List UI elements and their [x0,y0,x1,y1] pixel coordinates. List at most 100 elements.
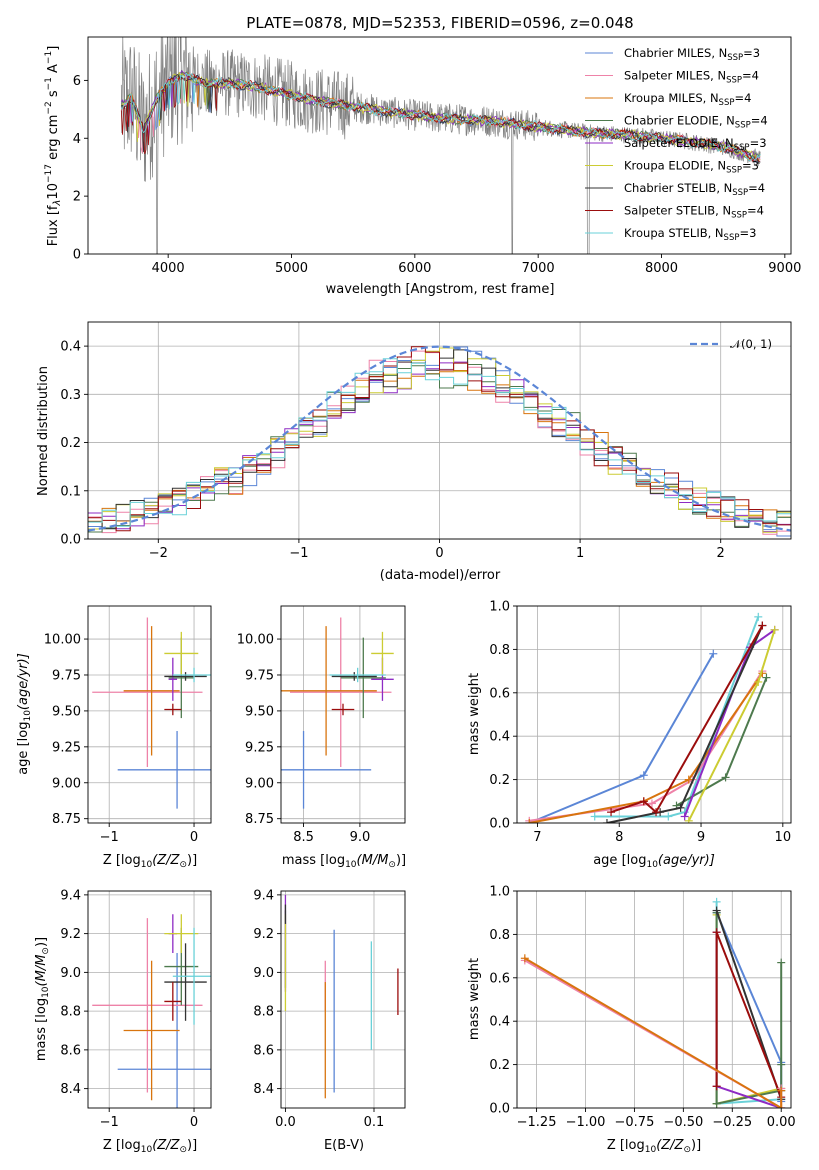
errorbar-chabrier-miles [117,731,211,809]
weight-marker-chabrier-stelib [712,906,721,915]
axes-frame [87,890,212,1109]
axes-frame [87,605,212,824]
y-tick-label: 6 [73,74,81,89]
weight-marker-chabrier-miles [639,771,648,780]
x-tick-label: −0.50 [663,1115,703,1130]
gauss-curve [88,345,791,532]
x-tick-label: 5000 [275,261,308,276]
x-tick-label: −1 [100,1115,119,1130]
x-tick-label: 7000 [522,261,555,276]
x-tick-label: 9 [697,830,705,845]
weight-marker-chabrier-elodie [721,773,730,782]
y-tick-label: 8.4 [253,1082,274,1097]
mass-vs-z-panel: −1 0 8.4 8.6 8.8 9.0 9.2 9.4 [60,888,212,1130]
weight-line-salpeter-stelib [715,931,783,1098]
weight-line-kroupa-miles [529,672,764,823]
y-tick-label: 0.3 [60,388,81,403]
legend-label-chabrier-elodie: Chabrier ELODIE, NSSP=4 [624,114,768,131]
x-tick-label: 6000 [398,261,431,276]
x-tick-label: 9.0 [350,830,371,845]
weight-marker-kroupa-miles [777,1104,786,1108]
weight-vs-age-panel: 7 8 9 10 0.0 0.2 0.4 0.6 0.8 1.0 [489,600,792,845]
x-tick-label: −0.25 [712,1115,752,1130]
errorbar-kroupa-elodie [164,914,199,953]
y-tick-label: 8.6 [60,1043,81,1058]
errorbar-salpeter-stelib [331,703,355,716]
weight-marker-kroupa-elodie [754,677,763,686]
x-tick-label: 8 [615,830,623,845]
errorbar-kroupa-miles [123,960,180,1101]
age-vs-mass-panel: 8.5 9.0 8.75 9.00 9.25 9.50 9.75 10.00 [237,605,406,845]
y-tick-label: 0.4 [489,730,510,745]
x-tick-label: 0 [190,1115,198,1130]
errorbar-salpeter-miles [290,617,392,767]
plot-area [120,37,761,254]
plot-area [520,897,786,1108]
y-tick-label: 0.0 [489,1102,510,1117]
x-tick-label: 8000 [645,261,678,276]
weight-vs-z-panel: −1.25 −1.00 −0.75 −0.50 −0.25 0.00 0.0 0.2 0.4 0.… [489,885,795,1131]
errorbar-salpeter-stelib [164,703,182,716]
errorbar-chabrier-stelib [164,672,207,681]
y-tick-label: 8.75 [245,812,274,827]
y-tick-label: 0.2 [60,436,81,451]
y-tick-label: 0.4 [489,1015,510,1030]
y-tick-label: 9.75 [52,668,81,683]
spectrum-panel: 4000 5000 6000 7000 8000 9000 0 2 4 6 Chabrier MIL… [73,36,801,276]
residuals-xlabel: (data-model)/error [380,568,501,583]
weight-marker-kroupa-stelib [712,897,721,906]
age-mass-xlabel: mass [log10(M/M⊙)] [282,853,406,870]
weight-line-kroupa-miles [524,957,783,1108]
errorbar-kroupa-elodie [371,631,394,675]
weight-age-xlabel: age [log10(age/yr)] [593,853,715,870]
plot-area [92,914,211,1108]
errorbar-kroupa-elodie [164,631,199,675]
x-tick-label: 10 [775,830,792,845]
weight-marker-kroupa-elodie [684,816,693,823]
weight-marker-salpeter-stelib [639,797,648,806]
x-tick-label: −1.25 [517,1115,557,1130]
x-tick-label: −2 [149,546,168,561]
chart-title: PLATE=0878, MJD=52353, FIBERID=0596, z=0… [246,14,633,32]
residual-hist-kroupa-miles [88,370,791,522]
residual-hist-kroupa-stelib [88,358,791,527]
y-tick-label: 9.0 [253,966,274,981]
y-tick-label: 0.1 [60,484,81,499]
errorbar-salpeter-stelib [164,982,182,1021]
weight-marker-salpeter-stelib [607,808,616,817]
x-tick-label: 9000 [768,261,801,276]
y-tick-label: 9.25 [52,740,81,755]
legend-label-kroupa-elodie: Kroupa ELODIE, NSSP=3 [624,159,759,176]
errorbar-chabrier-elodie [340,637,386,719]
y-tick-label: 9.4 [253,888,274,903]
plot-area [281,617,394,809]
weight-marker-chabrier-elodie [762,673,771,682]
plot-area [88,345,791,537]
weight-marker-chabrier-elodie [712,1099,721,1108]
y-tick-label: 0.2 [489,773,510,788]
weight-marker-chabrier-elodie [777,958,786,967]
y-tick-label: 8.8 [253,1005,274,1020]
weight-line-salpeter-miles [529,670,764,822]
errorbar-chabrier-stelib [331,672,377,681]
plot-area [525,612,779,823]
x-tick-label: 0 [190,830,198,845]
y-tick-label: 0.0 [489,817,510,832]
y-tick-label: 4 [73,132,81,147]
y-tick-label: 9.2 [60,927,81,942]
weight-line-chabrier-stelib [606,625,764,823]
y-tick-label: 0 [73,248,81,263]
x-tick-label: 8.5 [293,830,314,845]
weight-marker-kroupa-elodie [770,625,779,634]
y-tick-label: 9.75 [245,668,274,683]
x-tick-label: 0 [435,546,443,561]
weight-marker-kroupa-stelib [590,812,599,821]
x-tick-label: −1.00 [566,1115,606,1130]
weight-marker-salpeter-stelib [758,621,767,630]
errorbar-kroupa-stelib [172,667,211,683]
errorbar-salpeter-elodie [168,657,178,701]
weight-marker-salpeter-stelib [652,808,661,817]
errorbar-chabrier-miles [117,953,211,1108]
y-tick-label: 9.0 [60,966,81,981]
